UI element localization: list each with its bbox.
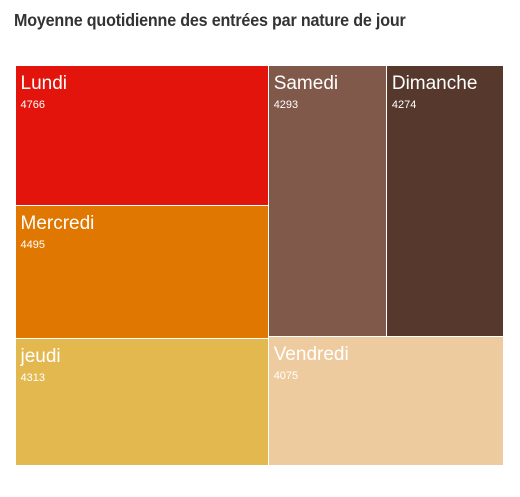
tile-value-dimanche: 4274	[391, 98, 417, 111]
treemap-tile-mercredi[interactable]: Mercredi 4495	[15, 206, 268, 339]
tile-label-vendredi: Vendredi	[273, 344, 349, 366]
tile-label-lundi: Lundi	[20, 72, 68, 94]
treemap-tile-lundi[interactable]: Lundi 4766	[15, 65, 268, 206]
treemap-tile-vendredi[interactable]: Vendredi 4075	[268, 337, 504, 466]
tile-label-samedi: Samedi	[273, 72, 339, 94]
tile-label-dimanche: Dimanche	[391, 72, 478, 94]
tile-value-lundi: 4766	[20, 98, 45, 111]
tile-value-vendredi: 4075	[273, 370, 299, 383]
tile-value-mercredi: 4495	[20, 239, 45, 252]
tile-value-samedi: 4293	[273, 98, 299, 111]
treemap-tile-jeudi[interactable]: jeudi 4313	[15, 339, 268, 466]
tile-value-jeudi: 4313	[20, 372, 45, 385]
tile-label-mercredi: Mercredi	[20, 213, 95, 235]
tile-label-jeudi: jeudi	[20, 346, 61, 368]
treemap-tile-samedi[interactable]: Samedi 4293	[268, 65, 386, 337]
chart-title: Moyenne quotidienne des entrées par natu…	[14, 10, 406, 30]
treemap-tile-dimanche[interactable]: Dimanche 4274	[386, 65, 504, 337]
